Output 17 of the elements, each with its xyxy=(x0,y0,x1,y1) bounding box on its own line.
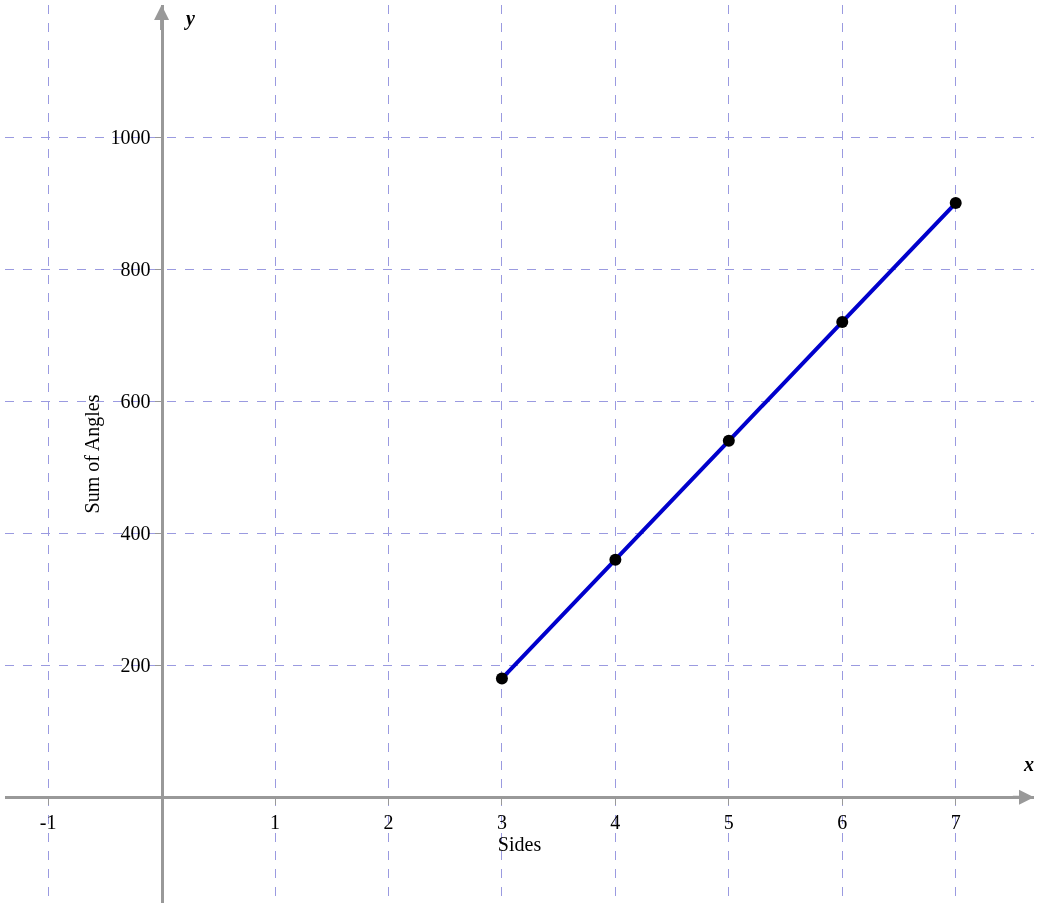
x-tick-label: 5 xyxy=(723,811,734,834)
annotation: y xyxy=(184,7,195,30)
x-tick-label: 3 xyxy=(496,811,507,834)
x-tick-label: 1 xyxy=(270,811,281,834)
x-tick-label: -1 xyxy=(39,811,57,834)
y-tick-label: 600 xyxy=(120,390,151,413)
x-tick-label: 6 xyxy=(837,811,848,834)
x-tick-label: 4 xyxy=(610,811,621,834)
y-tick-label: 1000 xyxy=(110,126,151,149)
y-axis-title: Sum of Angles xyxy=(81,394,105,514)
annotation: x xyxy=(1023,753,1034,775)
y-tick-label: 200 xyxy=(120,654,151,677)
x-tick-label: 7 xyxy=(950,811,961,834)
y-tick-label: 400 xyxy=(120,522,151,545)
x-tick-label: 2 xyxy=(383,811,394,834)
x-axis-title: Sides xyxy=(497,833,542,856)
y-tick-label: 800 xyxy=(120,258,151,281)
